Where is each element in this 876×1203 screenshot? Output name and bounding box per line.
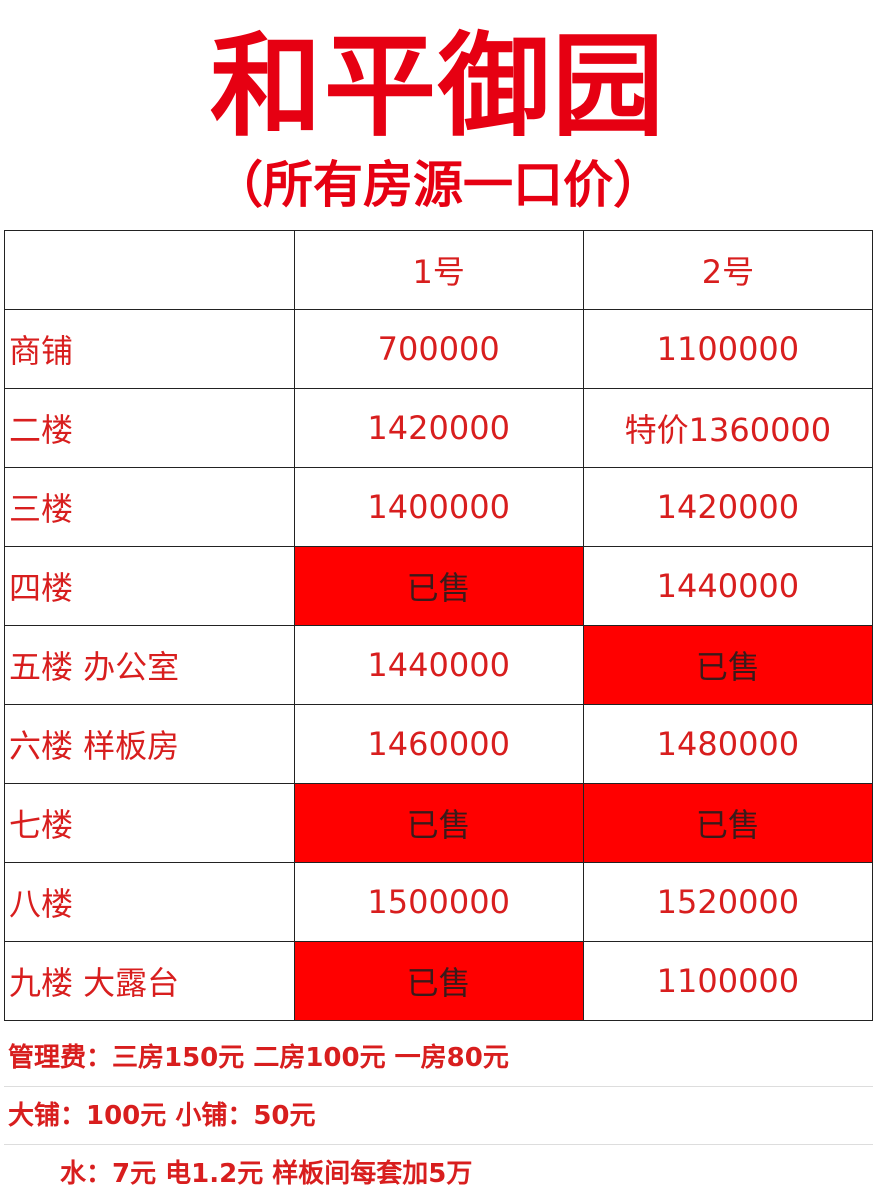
floor-label: 四楼 — [4, 546, 295, 626]
floor-label: 三楼 — [4, 467, 295, 547]
header-cell-building-2: 2号 — [582, 230, 874, 310]
floor-label: 七楼 — [4, 783, 295, 863]
table-row: 商铺 700000 1100000 — [4, 309, 874, 389]
price-cell-building-1: 已售 — [293, 941, 584, 1021]
floor-label: 商铺 — [4, 309, 295, 389]
table-row: 二楼 1420000 特价1360000 — [4, 388, 874, 468]
table-row: 七楼 已售 已售 — [4, 783, 874, 863]
price-cell-building-1: 1400000 — [293, 467, 584, 547]
table-row: 九楼 大露台 已售 1100000 — [4, 941, 874, 1021]
price-cell-building-2: 1480000 — [582, 704, 874, 784]
page-subtitle: （所有房源一口价） — [213, 156, 663, 214]
table-row: 八楼 1500000 1520000 — [4, 862, 874, 942]
price-cell-building-1: 1420000 — [293, 388, 584, 468]
table-row: 五楼 办公室 1440000 已售 — [4, 625, 874, 705]
price-cell-building-1: 已售 — [293, 783, 584, 863]
floor-label: 九楼 大露台 — [4, 941, 295, 1021]
table-row: 六楼 样板房 1460000 1480000 — [4, 704, 874, 784]
page-title: 和平御园 — [210, 22, 666, 152]
floor-label: 五楼 办公室 — [4, 625, 295, 705]
header-cell-building-1: 1号 — [293, 230, 584, 310]
price-cell-building-2: 1100000 — [582, 309, 874, 389]
note-utilities: 水：7元 电1.2元 样板间每套加5万 — [60, 1159, 473, 1189]
price-cell-building-2: 特价1360000 — [582, 388, 874, 468]
header-cell-empty — [4, 230, 295, 310]
price-cell-building-2: 1420000 — [582, 467, 874, 547]
price-cell-building-2: 1520000 — [582, 862, 874, 942]
floor-label: 六楼 样板房 — [4, 704, 295, 784]
price-cell-building-1: 1440000 — [293, 625, 584, 705]
price-cell-building-1: 700000 — [293, 309, 584, 389]
note-shop-fee: 大铺：100元 小铺：50元 — [4, 1087, 873, 1145]
table-row: 四楼 已售 1440000 — [4, 546, 874, 626]
price-cell-building-2: 已售 — [582, 783, 874, 863]
note-management-fee: 管理费：三房150元 二房100元 一房80元 — [4, 1030, 873, 1087]
price-cell-building-1: 1460000 — [293, 704, 584, 784]
table-row: 三楼 1400000 1420000 — [4, 467, 874, 547]
floor-label: 八楼 — [4, 862, 295, 942]
price-cell-building-1: 已售 — [293, 546, 584, 626]
price-cell-building-2: 1100000 — [582, 941, 874, 1021]
price-cell-building-1: 1500000 — [293, 862, 584, 942]
floor-label: 二楼 — [4, 388, 295, 468]
price-table: 1号 2号 商铺 700000 1100000 二楼 1420000 特价1360000 三… — [4, 230, 874, 1021]
table-header-row: 1号 2号 — [4, 230, 874, 310]
price-cell-building-2: 1440000 — [582, 546, 874, 626]
price-cell-building-2: 已售 — [582, 625, 874, 705]
